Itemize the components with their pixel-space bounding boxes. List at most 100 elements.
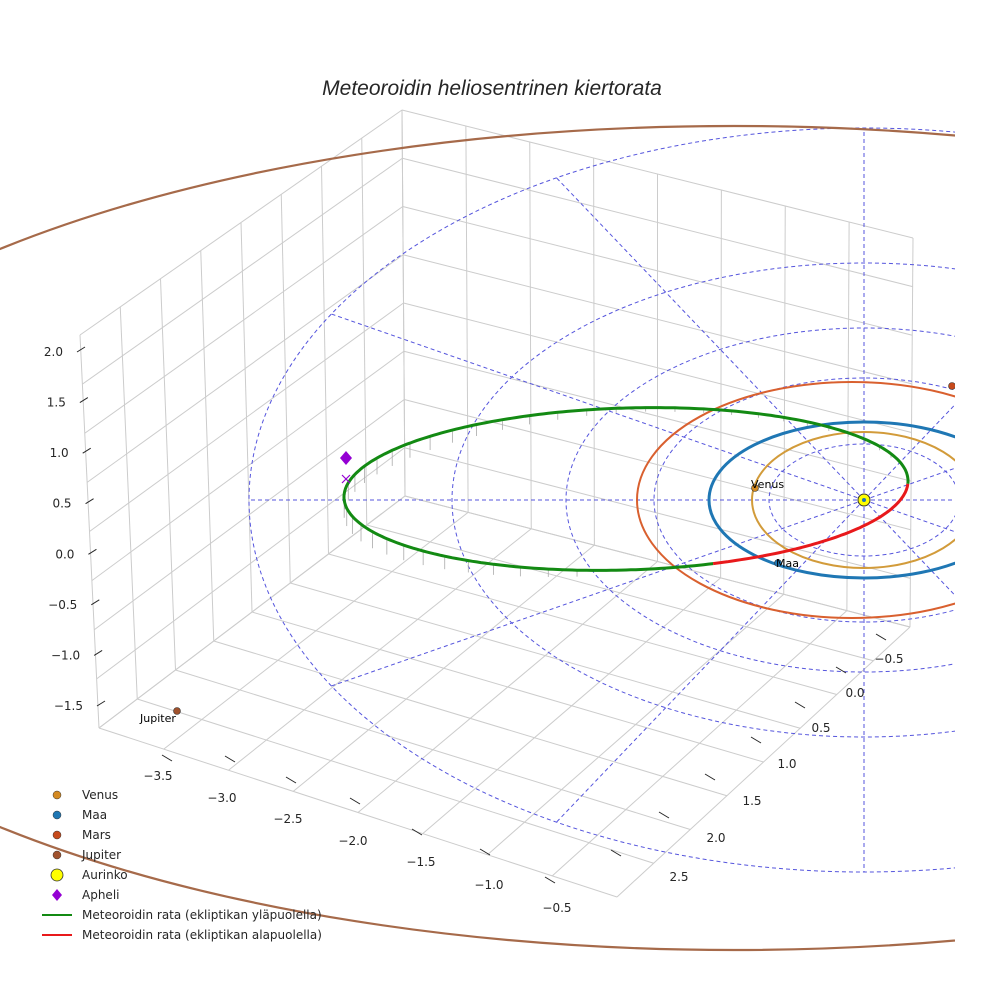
ecliptic-spoke — [331, 313, 865, 501]
legend-entry: Meteoroidin rata (ekliptikan yläpuolella… — [82, 908, 322, 922]
y-tick-mark — [704, 773, 716, 781]
legend-entry: Mars — [82, 828, 111, 842]
y-tick-label: 2.5 — [669, 870, 688, 884]
legend-entry: Apheli — [82, 888, 119, 902]
y-tick-label: 0.0 — [845, 686, 864, 700]
legend-marker — [52, 810, 62, 820]
legend-marker — [52, 850, 62, 860]
grid-line — [137, 698, 654, 864]
grid-line — [404, 495, 911, 628]
legend-entry: Meteoroidin rata (ekliptikan alapuolella… — [82, 928, 322, 942]
z-tick-label: 2.0 — [44, 345, 63, 359]
markers: Venus Maa Ma Jupiter — [139, 372, 972, 725]
z-tick-mark — [96, 700, 106, 707]
x-tick-mark — [411, 828, 423, 836]
z-tick-mark — [88, 548, 97, 555]
x-tick-label: −3.5 — [143, 769, 172, 783]
z-tick-mark — [79, 397, 89, 403]
ecliptic-spoke — [556, 177, 865, 501]
legend-entry: Aurinko — [82, 868, 128, 882]
y-tick-mark — [750, 736, 762, 744]
y-tick-mark — [875, 633, 887, 641]
ecliptic-ring — [451, 262, 955, 738]
grid-line — [403, 254, 912, 385]
legend-marker — [52, 830, 62, 840]
grid-line — [79, 109, 403, 336]
grid-line — [84, 206, 404, 434]
z-tick-label: −1.0 — [51, 648, 80, 662]
earth-marker — [774, 559, 782, 567]
y-tick-label: 0.5 — [811, 721, 830, 735]
legend-entry: Jupiter — [81, 848, 121, 862]
orbit-jupiter — [0, 125, 955, 951]
grid-line — [402, 157, 913, 288]
ecliptic-spoke — [331, 499, 865, 687]
chart-title: Meteoroidin heliosentrinen kiertorata — [322, 77, 662, 100]
ecliptic-grid — [248, 127, 955, 873]
grid-line — [82, 157, 403, 385]
z-tick-label: −0.5 — [48, 598, 77, 612]
meteoroid-orbit-below — [712, 483, 910, 566]
z-tick-mark — [82, 447, 91, 454]
y-tick-label: −0.5 — [874, 652, 903, 666]
aphelion-projection — [341, 474, 351, 484]
y-tick-mark — [658, 811, 670, 819]
planet-orbits — [0, 125, 955, 951]
aphelion-marker — [340, 451, 352, 465]
z-tick-label: 1.5 — [47, 396, 66, 410]
orbit-venus — [751, 431, 955, 569]
grid-line — [213, 640, 728, 797]
z-tick-mark — [85, 498, 94, 505]
meteoroid-orbit — [342, 406, 910, 572]
legend-marker — [50, 868, 64, 882]
grid-line — [403, 302, 912, 433]
legend-entry: Venus — [82, 788, 118, 802]
orbit-mars — [636, 381, 955, 619]
y-tick-mark — [794, 701, 806, 709]
grid-line — [89, 302, 404, 532]
ecliptic-spoke — [863, 403, 955, 501]
legend-entry: Maa — [82, 808, 107, 822]
grid-line — [290, 582, 801, 729]
ecliptic-spoke — [863, 499, 955, 533]
grid-line — [402, 206, 913, 336]
legend-marker — [52, 790, 62, 800]
z-tick-mark — [93, 650, 103, 656]
grid-line — [91, 350, 405, 582]
x-tick-mark — [349, 797, 361, 805]
y-tick-label: 2.0 — [706, 831, 725, 845]
x-tick-label: −2.0 — [338, 834, 367, 848]
grid-line — [403, 350, 912, 482]
x-tick-label: −2.5 — [273, 812, 302, 826]
legend: Venus Maa Mars Jupiter Aurinko Apheli Meteoroi… — [42, 788, 322, 942]
x-tick-mark — [544, 876, 556, 884]
orbit-maa — [707, 420, 955, 580]
x-tick-mark — [161, 754, 173, 762]
mars-marker — [948, 382, 955, 390]
y-axis: −0.5 0.0 0.5 1.0 1.5 2.0 2.5 — [610, 633, 904, 884]
grid-line — [328, 553, 837, 695]
y-tick-mark — [835, 666, 847, 674]
x-axis: −3.5 −3.0 −2.5 −2.0 −1.5 −1.0 −0.5 — [143, 754, 572, 915]
grid-line — [98, 727, 618, 898]
meteoroid-orbit-above — [342, 406, 910, 572]
back-right-pane — [401, 109, 914, 628]
y-tick-label: 1.0 — [777, 757, 796, 771]
z-tick-mark — [91, 599, 100, 606]
z-axis: 2.0 1.5 1.0 0.5 0.0 −0.5 −1.0 −1.5 — [44, 345, 106, 713]
jupiter-label: Jupiter — [139, 712, 176, 725]
grid-line — [93, 399, 405, 631]
venus-label: Venus — [751, 478, 784, 491]
mars-label: Ma — [956, 372, 972, 385]
legend-marker — [52, 889, 62, 901]
grid-line — [175, 669, 691, 830]
grid-line — [251, 611, 764, 763]
earth-label: Maa — [776, 557, 799, 570]
jupiter-marker — [173, 707, 181, 715]
grid-line — [96, 447, 405, 680]
floor-pane — [98, 495, 911, 898]
y-tick-label: 1.5 — [742, 794, 761, 808]
back-left-pane — [79, 109, 406, 729]
venus-marker — [751, 484, 759, 492]
z-tick-label: 1.0 — [50, 446, 69, 460]
